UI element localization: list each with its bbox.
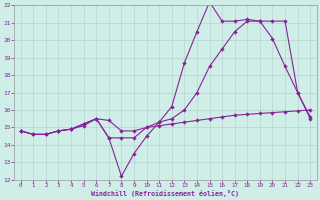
X-axis label: Windchill (Refroidissement éolien,°C): Windchill (Refroidissement éolien,°C) [92,190,239,197]
